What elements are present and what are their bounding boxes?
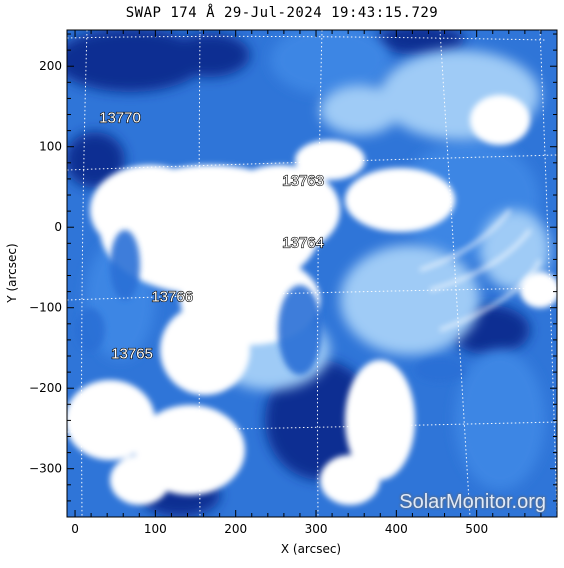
watermark-logo: SolarMonitor.org	[399, 491, 546, 513]
axis-ticks: 0 100 200 300 400 500 200 100 0 −100 −200 −300	[29, 30, 557, 536]
y-tick-label: 100	[39, 140, 62, 154]
solar-euv-image	[67, 30, 557, 517]
y-tick-label: 200	[39, 59, 62, 73]
x-tick-label: 400	[385, 522, 408, 536]
x-tick-label: 100	[144, 522, 167, 536]
active-region-label: 13763	[282, 172, 324, 189]
image-title: SWAP 174 Å 29-Jul-2024 19:43:15.729	[125, 5, 439, 21]
active-region-label: 13764	[282, 234, 324, 251]
y-tick-label: 0	[54, 220, 62, 234]
plot-frame	[66, 29, 558, 518]
active-region-label: 13765	[111, 345, 153, 362]
active-region-label: 13766	[151, 288, 193, 305]
active-region-label: 13770	[99, 110, 141, 127]
y-tick-label: −200	[29, 381, 62, 395]
y-tick-label: −100	[29, 301, 62, 315]
x-tick-label: 500	[465, 522, 488, 536]
region-labels: 13770 13763 13764 13766 13765	[99, 109, 325, 363]
y-axis-label: Y (arcsec)	[5, 243, 19, 303]
x-tick-label: 200	[224, 522, 247, 536]
x-tick-label: 0	[71, 522, 79, 536]
coordinate-grid	[67, 30, 557, 517]
x-axis-label: X (arcsec)	[281, 542, 341, 556]
x-tick-label: 300	[305, 522, 328, 536]
y-tick-label: −300	[29, 462, 62, 476]
